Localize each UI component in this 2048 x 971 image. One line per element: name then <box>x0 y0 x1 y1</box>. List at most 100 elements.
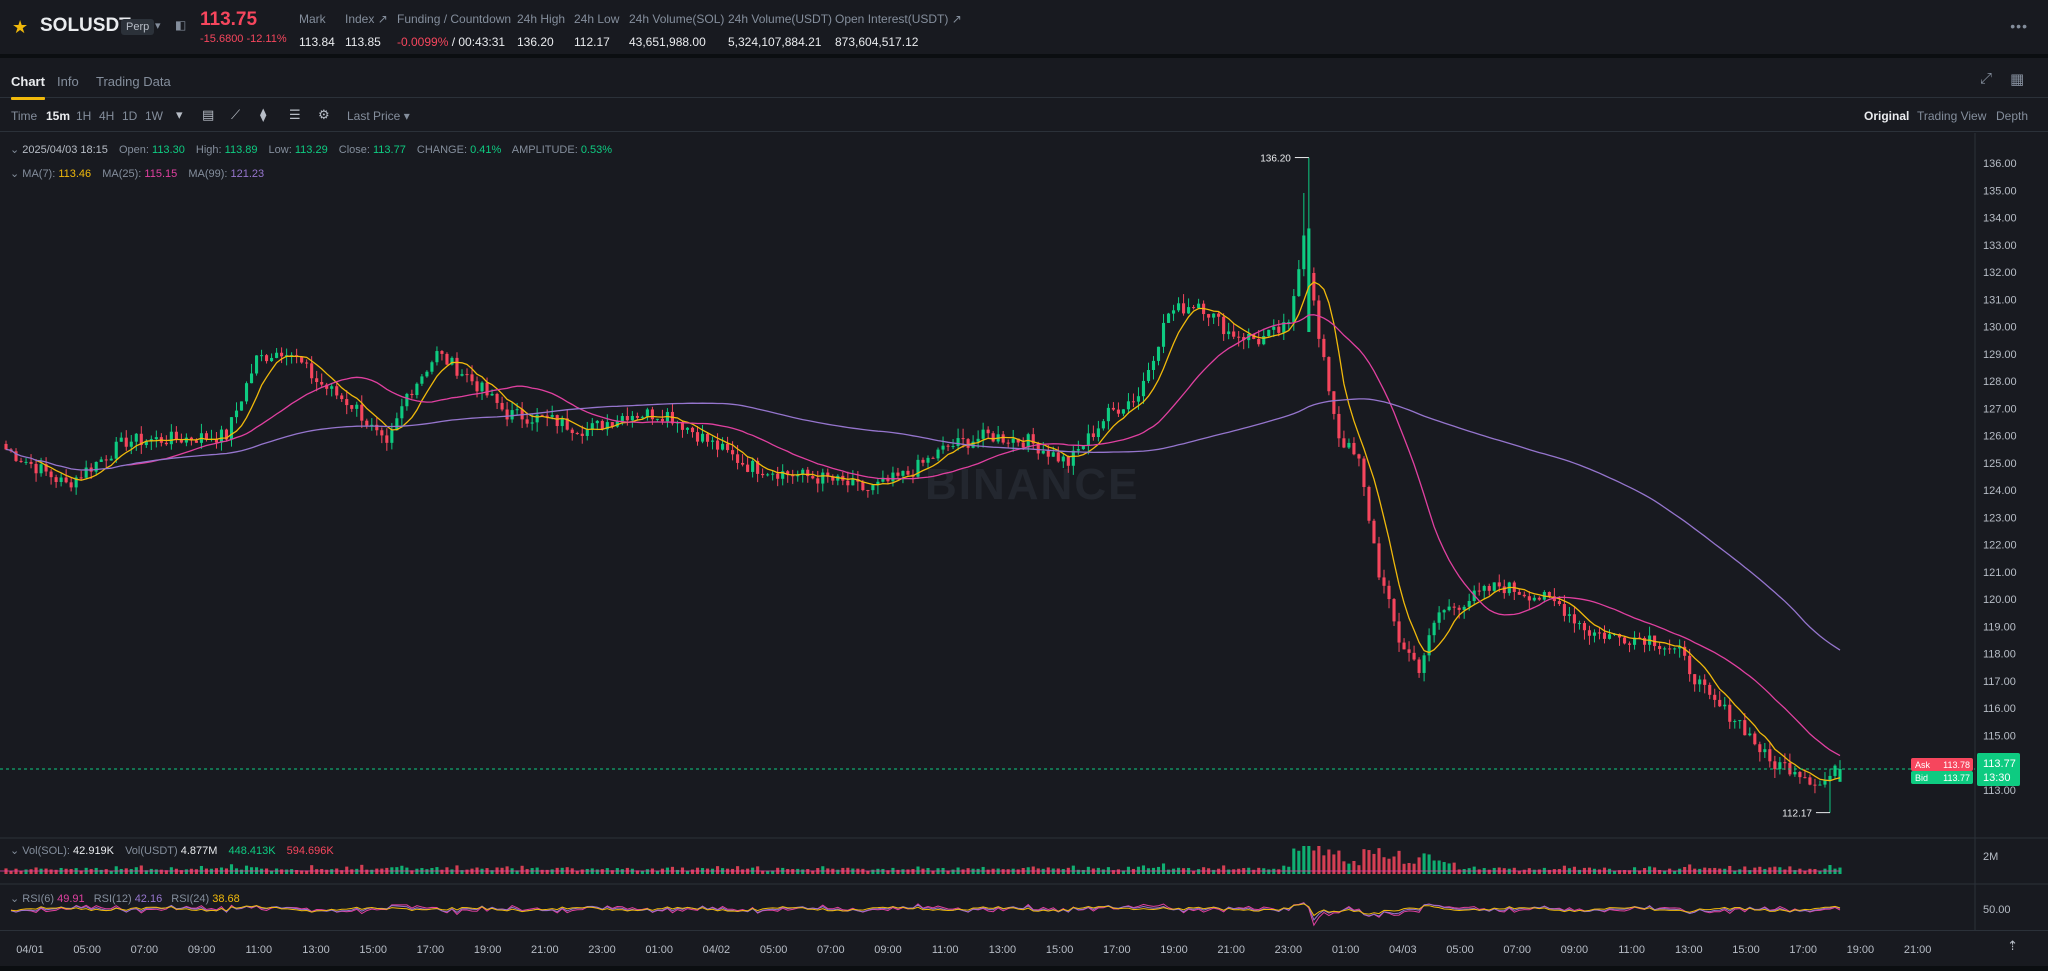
volume-bar <box>786 869 790 874</box>
settings-gear-icon[interactable]: ⚙ <box>318 107 330 122</box>
interval-1h[interactable]: 1H <box>76 109 92 123</box>
price-type-select[interactable]: Last Price ▾ <box>347 109 410 123</box>
volume-bar <box>99 869 103 874</box>
symbol-name[interactable]: SOLUSDT <box>40 15 131 36</box>
candle-body <box>1587 630 1592 636</box>
collapse-chevron-icon[interactable]: ⌄ <box>10 144 23 156</box>
volume-bar <box>1597 869 1602 874</box>
candle-body <box>99 459 103 462</box>
candle-body <box>1347 442 1351 448</box>
candle-body <box>189 437 193 441</box>
stat-open-interest[interactable]: Open Interest(USDT) ↗ 873,604,517.12 <box>835 12 962 49</box>
candle-body <box>746 464 750 472</box>
candle-body <box>986 429 990 434</box>
rsi-line <box>10 902 1841 927</box>
candle-body <box>1527 596 1531 601</box>
volume-bar <box>580 869 584 874</box>
volume-bar <box>1101 869 1105 874</box>
volume-bar <box>49 869 53 874</box>
volume-bar <box>545 869 549 874</box>
volume-bar <box>791 869 795 874</box>
volume-bar <box>901 869 905 874</box>
volume-bar <box>1352 861 1356 874</box>
candle-body <box>1818 784 1822 786</box>
candle-body <box>1111 407 1115 410</box>
candle-body <box>455 357 459 376</box>
more-options-icon[interactable]: ••• <box>2010 18 2028 34</box>
volume-bar <box>761 870 765 874</box>
interval-1w[interactable]: 1W <box>145 109 163 123</box>
collapse-chevron-icon[interactable]: ⌄ <box>10 893 23 905</box>
view-original[interactable]: Original <box>1864 109 1910 123</box>
candle-body <box>249 373 254 384</box>
fullscreen-icon[interactable]: ⤢ <box>1980 70 1993 87</box>
candle-body <box>866 490 870 492</box>
indicator-icon[interactable]: ⟋ <box>231 107 241 122</box>
candle-body <box>450 357 454 365</box>
bid-label: Bid <box>1915 773 1928 783</box>
candle-body <box>1177 303 1181 311</box>
interval-15m[interactable]: 15m <box>46 109 71 123</box>
candle-body <box>510 410 514 420</box>
interval-dropdown-chevron-icon[interactable]: ▾ <box>176 107 183 122</box>
volume-bar <box>1121 870 1125 874</box>
candle-body <box>1462 606 1466 610</box>
stat-index[interactable]: Index ↗ 113.85 <box>345 12 388 49</box>
volume-bar <box>1302 846 1306 874</box>
stat-value: 113.84 <box>299 35 335 49</box>
interval-4h[interactable]: 4H <box>99 109 115 123</box>
template-icon[interactable]: ☰ <box>289 107 301 122</box>
candle-body <box>1076 449 1080 451</box>
candle-body <box>1643 637 1647 645</box>
collapse-chevron-icon[interactable]: ⌄ <box>10 168 23 180</box>
volume-bar <box>290 869 294 874</box>
time-tick-label: 13:00 <box>302 944 330 956</box>
tab-chart[interactable]: Chart <box>11 74 45 100</box>
symbol-dropdown-chevron-icon[interactable]: ▾ <box>155 20 161 32</box>
candle-body <box>1572 614 1576 624</box>
price-tick-label: 117.00 <box>1983 676 2016 688</box>
candle-body <box>490 393 494 396</box>
volume-bar <box>1387 858 1391 874</box>
collapse-chevron-icon[interactable]: ⌄ <box>10 845 23 857</box>
tab-trading-data[interactable]: Trading Data <box>96 74 171 89</box>
volume-bar <box>906 869 910 874</box>
volume-bar <box>1357 865 1361 874</box>
candle-body <box>29 461 33 464</box>
candle-body <box>1342 438 1346 448</box>
volume-bar <box>455 865 459 874</box>
layout-grid-icon[interactable]: ▦ <box>2010 71 2025 88</box>
calendar-icon[interactable]: ▤ <box>202 107 215 122</box>
stat-value: 43,651,988.00 <box>629 35 706 49</box>
candle-body <box>1713 694 1717 700</box>
candle-body <box>941 445 945 450</box>
favorite-star-icon[interactable]: ★ <box>12 17 29 37</box>
view-trading-view[interactable]: Trading View <box>1917 109 1987 123</box>
zoom-reset-icon[interactable]: ⇡ <box>2007 938 2018 953</box>
view-depth[interactable]: Depth <box>1996 109 2029 123</box>
candle-body <box>926 457 930 463</box>
interval-1d[interactable]: 1D <box>122 109 138 123</box>
chart-pin-icon[interactable]: ◧ <box>175 18 187 32</box>
stat-24h-low: 24h Low 112.17 <box>574 12 619 49</box>
time-label[interactable]: Time <box>11 109 38 123</box>
candle-body <box>1317 300 1321 339</box>
candle-type-icon[interactable]: ⧫ <box>260 107 267 122</box>
candle-body <box>1452 606 1456 608</box>
candle-body <box>390 430 394 443</box>
candle-body <box>560 418 564 427</box>
volume-bar <box>1547 869 1551 874</box>
candle-body <box>1673 648 1677 650</box>
candle-body <box>139 433 143 446</box>
candle-body <box>605 422 609 430</box>
candle-body <box>776 473 780 479</box>
price-tick-label: 120.00 <box>1983 594 2017 606</box>
volume-bar <box>1462 869 1466 874</box>
tab-info[interactable]: Info <box>57 74 79 89</box>
candle-body <box>1447 606 1451 611</box>
candle-body <box>64 477 68 483</box>
candle-body <box>650 409 654 420</box>
candle-body <box>766 474 770 476</box>
candle-body <box>1763 749 1767 753</box>
